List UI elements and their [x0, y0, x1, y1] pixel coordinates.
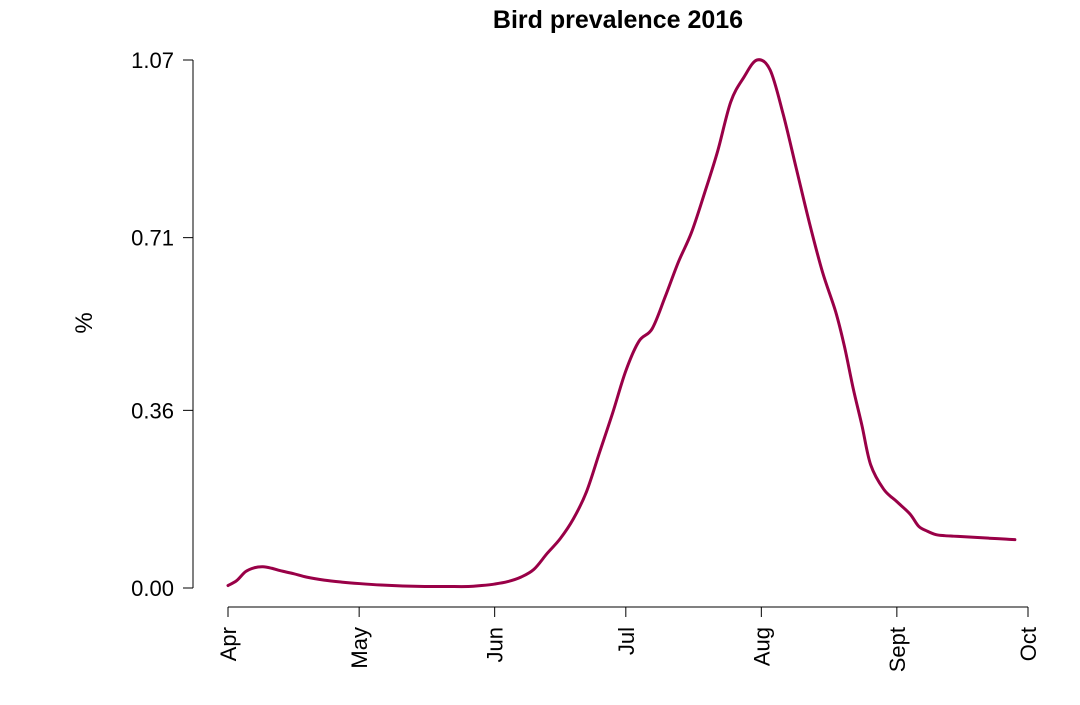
- y-axis-label: %: [71, 312, 98, 333]
- y-tick-label: 0.00: [131, 576, 174, 601]
- x-tick-label: Sept: [885, 627, 910, 672]
- x-tick-label: Jul: [614, 627, 639, 655]
- y-tick-label: 0.71: [131, 226, 174, 251]
- y-axis: 0.00 0.36 0.71 1.07: [131, 48, 194, 601]
- x-axis: Apr May Jun Jul Aug Sept Oct: [216, 606, 1041, 672]
- x-tick-label: Aug: [749, 627, 774, 666]
- series-layer: [226, 58, 1017, 589]
- series-line-prevalence: [226, 58, 1017, 589]
- x-tick-label: Oct: [1016, 627, 1041, 661]
- y-tick-label: 1.07: [131, 48, 174, 73]
- x-tick-label: Apr: [216, 627, 241, 661]
- y-tick-label: 0.36: [131, 398, 174, 423]
- chart-title: Bird prevalence 2016: [493, 6, 743, 34]
- x-tick-label: May: [347, 627, 372, 669]
- x-tick-label: Jun: [483, 627, 508, 662]
